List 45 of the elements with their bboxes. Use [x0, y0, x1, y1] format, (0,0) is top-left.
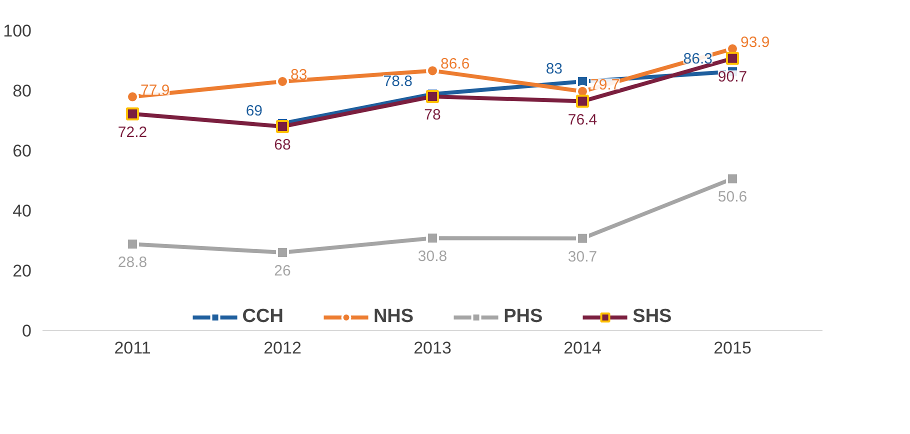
- data-label: 86.6: [440, 56, 470, 73]
- point: [576, 94, 589, 108]
- point: [426, 64, 439, 78]
- data-label: 69: [246, 102, 263, 120]
- data-label: 68: [274, 136, 291, 154]
- legend-label: NHS: [373, 306, 414, 328]
- data-label: 72.2: [118, 124, 148, 141]
- data-label: 28.8: [118, 254, 148, 272]
- legend-label: SHS: [632, 306, 672, 328]
- data-label: 30.7: [568, 248, 598, 266]
- point: [426, 232, 439, 245]
- data-label: 79.7: [590, 76, 620, 94]
- data-label: 76.4: [568, 111, 598, 128]
- data-label: 86.3: [683, 50, 713, 68]
- y-tick-label: 20: [12, 262, 32, 280]
- data-label: 93.9: [740, 34, 770, 51]
- y-tick-label: 100: [3, 22, 32, 40]
- data-label: 78: [424, 106, 441, 124]
- x-tick-label: 2014: [564, 338, 602, 358]
- point: [126, 90, 139, 104]
- x-tick-label: 2012: [264, 338, 302, 358]
- data-label: 78.8: [383, 73, 413, 90]
- data-label: 90.7: [718, 68, 748, 86]
- point: [726, 52, 739, 65]
- data-label: 30.8: [418, 248, 448, 266]
- point: [426, 90, 439, 103]
- y-tick-label: 60: [12, 142, 32, 160]
- y-tick-label: 40: [12, 202, 32, 220]
- legend-label: CCH: [242, 306, 284, 328]
- point: [126, 107, 139, 120]
- point: [276, 120, 289, 133]
- y-tick-label: 80: [12, 82, 32, 100]
- x-tick-label: 2011: [114, 338, 151, 358]
- data-label: 83: [546, 60, 563, 78]
- data-label: 50.6: [718, 188, 748, 206]
- point: [726, 172, 739, 186]
- point: [576, 232, 589, 245]
- y-tick-label: 0: [22, 322, 32, 340]
- point: [126, 238, 139, 251]
- data-label: 77.9: [140, 82, 170, 99]
- data-label: 83: [290, 66, 308, 84]
- legend-label: PHS: [504, 306, 543, 328]
- x-tick-label: 2013: [414, 338, 452, 358]
- data-label: 26: [274, 262, 291, 280]
- x-tick-label: 2015: [714, 338, 752, 358]
